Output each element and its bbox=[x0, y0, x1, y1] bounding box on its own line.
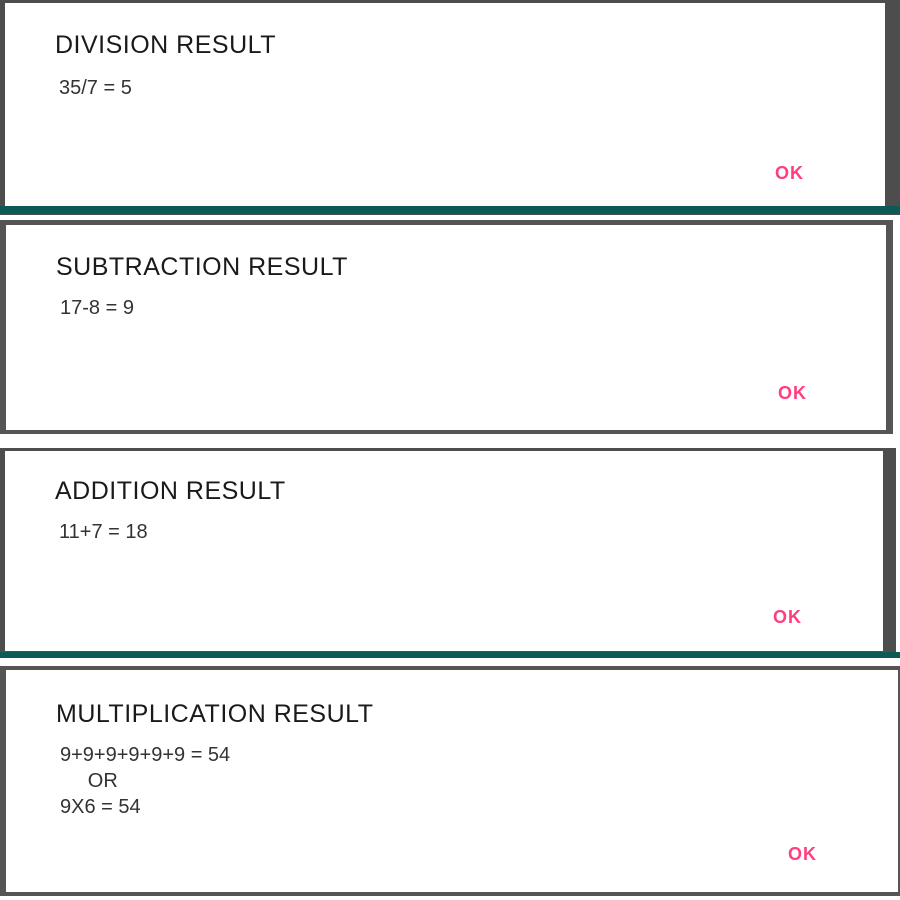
dialog-message: 9+9+9+9+9+9 = 54 OR 9X6 = 54 bbox=[60, 744, 231, 818]
dialog-message: 11+7 = 18 bbox=[59, 521, 148, 543]
dialog-title: MULTIPLICATION RESULT bbox=[56, 700, 374, 728]
dialog-title: DIVISION RESULT bbox=[55, 31, 276, 59]
addition-result-dialog: ADDITION RESULT 11+7 = 18 OK bbox=[5, 451, 883, 651]
division-result-dialog: DIVISION RESULT 35/7 = 5 OK bbox=[5, 3, 885, 206]
ok-button[interactable]: OK bbox=[788, 844, 817, 864]
ok-button[interactable]: OK bbox=[773, 607, 802, 627]
multiplication-result-dialog: MULTIPLICATION RESULT 9+9+9+9+9+9 = 54 O… bbox=[6, 670, 898, 892]
ok-button[interactable]: OK bbox=[778, 383, 807, 403]
subtraction-result-dialog: SUBTRACTION RESULT 17-8 = 9 OK bbox=[6, 225, 886, 430]
dialog-message: 35/7 = 5 bbox=[59, 77, 132, 99]
ok-button[interactable]: OK bbox=[775, 163, 804, 183]
dialog-title: ADDITION RESULT bbox=[55, 477, 286, 505]
dialog-title: SUBTRACTION RESULT bbox=[56, 253, 348, 281]
dialog-message: 17-8 = 9 bbox=[60, 297, 134, 319]
